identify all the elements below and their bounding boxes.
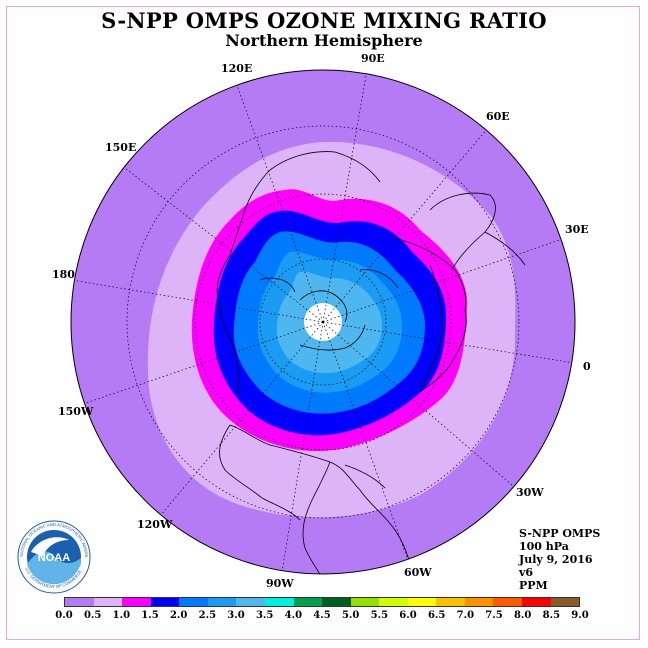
colorbar-tick-label: 0.0 — [55, 610, 73, 621]
figure-title: S-NPP OMPS OZONE MIXING RATIO — [101, 8, 547, 33]
graticule — [71, 70, 575, 573]
colorbar-tick-label: 1.5 — [141, 610, 159, 621]
colorbar-tick-label: 1.0 — [112, 610, 131, 621]
colorbar-bin — [179, 598, 208, 606]
lon-label-180: 180 — [52, 268, 75, 281]
colorbar-bin — [522, 598, 551, 606]
map-border — [70, 69, 576, 575]
colorbar-tick-label: 7.0 — [456, 610, 475, 621]
colorbar-bin — [550, 598, 580, 606]
colorbar-bin — [207, 598, 237, 606]
colorbar-ticks: 0.0 0.5 1.0 1.5 2.0 2.5 3.0 3.5 4.0 4.5 5.0 5.5 6.0 6… — [0, 610, 648, 624]
colorbar-bin — [150, 598, 180, 606]
lon-label-150w: 150W — [58, 405, 94, 418]
colorbar-tick-label: 7.5 — [485, 610, 503, 621]
colorbar-tick-label: 4.0 — [284, 610, 303, 621]
colorbar-bin — [236, 598, 265, 606]
colorbar-bin — [65, 598, 94, 606]
lon-label-30w: 30W — [516, 486, 544, 499]
colorbar-bin — [122, 598, 151, 606]
colorbar-bin — [464, 598, 494, 606]
info-version: v6 — [519, 566, 534, 579]
colorbar-bin — [322, 598, 351, 606]
info-block: S-NPP OMPS 100 hPa July 9, 2016 v6 PPM — [519, 527, 600, 592]
colorbar-bin — [379, 598, 408, 606]
coastlines — [216, 151, 526, 574]
colorbar-tick-label: 3.5 — [255, 610, 274, 621]
colorbar-tick-label: 4.5 — [313, 610, 331, 621]
colorbar-bin — [407, 598, 437, 606]
colorbar-tick-label: 8.5 — [542, 610, 561, 621]
colorbar-bin — [350, 598, 380, 606]
colorbar-tick-label: 9.0 — [571, 610, 589, 621]
info-units: PPM — [519, 579, 548, 592]
lon-label-90w: 90W — [266, 577, 294, 590]
lon-label-30e: 30E — [565, 223, 589, 236]
colorbar-tick-label: 5.0 — [341, 610, 360, 621]
colorbar-tick-label: 2.5 — [198, 610, 217, 621]
colorbar-tick-label: 3.0 — [227, 610, 245, 621]
colorbar-tick-label: 2.0 — [169, 610, 188, 621]
info-date: July 9, 2016 — [519, 553, 593, 566]
figure-frame — [6, 6, 640, 640]
lon-label-150e: 150E — [105, 141, 137, 154]
info-instrument: S-NPP OMPS — [519, 527, 601, 540]
noaa-logo: NOAA NATIONAL OCEANIC AND ATMOSPHERIC AD… — [17, 520, 91, 594]
colorbar-tick-label: 5.5 — [370, 610, 389, 621]
colorbar-bin — [493, 598, 522, 606]
colorbar-tick-label: 6.0 — [399, 610, 417, 621]
figure-subtitle: Northern Hemisphere — [225, 31, 423, 50]
colorbar-bin — [293, 598, 323, 606]
lon-label-60w: 60W — [404, 566, 432, 579]
colorbar-bin — [264, 598, 294, 606]
lon-label-0: 0 — [583, 360, 591, 373]
colorbar — [64, 597, 580, 607]
colorbar-tick-label: 0.5 — [83, 610, 102, 621]
lon-label-120e: 120E — [221, 62, 253, 75]
colorbar-tick-label: 6.5 — [427, 610, 446, 621]
colorbar-tick-label: 8.0 — [513, 610, 532, 621]
lon-label-120w: 120W — [137, 518, 173, 531]
colorbar-bin — [436, 598, 465, 606]
lon-label-90e: 90E — [361, 52, 385, 65]
info-level: 100 hPa — [519, 540, 569, 553]
colorbar-bin — [93, 598, 123, 606]
noaa-logo-text: NOAA — [38, 552, 70, 564]
lon-label-60e: 60E — [486, 110, 510, 123]
